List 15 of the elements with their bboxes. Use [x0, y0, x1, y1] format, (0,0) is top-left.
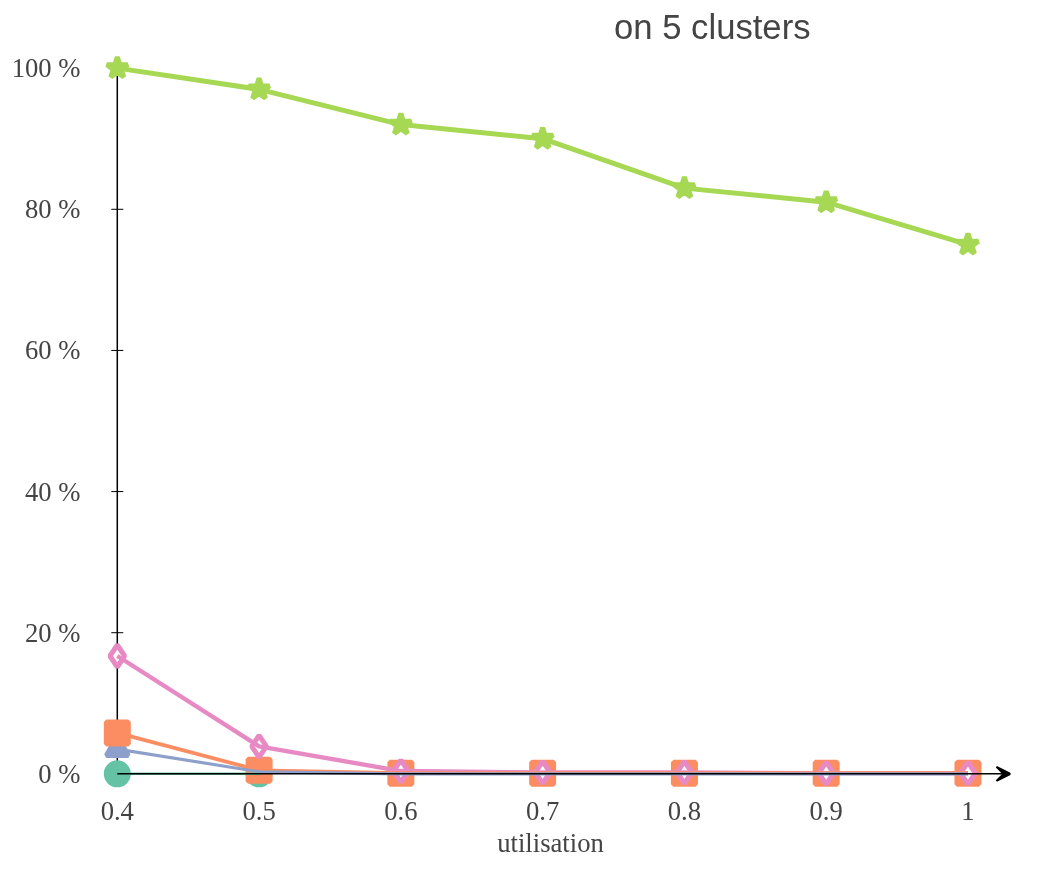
x-tick-label: 0.9 [809, 795, 843, 826]
y-tick-label: 20 % [24, 617, 81, 648]
y-tick-label: 100 % [11, 53, 81, 84]
x-tick-label: 0.5 [242, 795, 276, 826]
y-tick-label: 80 % [24, 194, 81, 225]
chart-title: on 5 clusters [614, 7, 811, 46]
y-tick-label: 60 % [24, 335, 81, 366]
x-tick-label: 0.7 [525, 795, 560, 826]
x-tick-label: 0.8 [667, 795, 702, 826]
x-tick-label: 0.6 [384, 795, 418, 826]
x-axis-title: utilisation [497, 827, 604, 858]
y-tick-label: 40 % [24, 476, 81, 507]
x-tick-label: 0.4 [100, 795, 134, 826]
y-tick-label: 0 % [38, 758, 81, 789]
x-tick-label: 1 [961, 795, 975, 826]
